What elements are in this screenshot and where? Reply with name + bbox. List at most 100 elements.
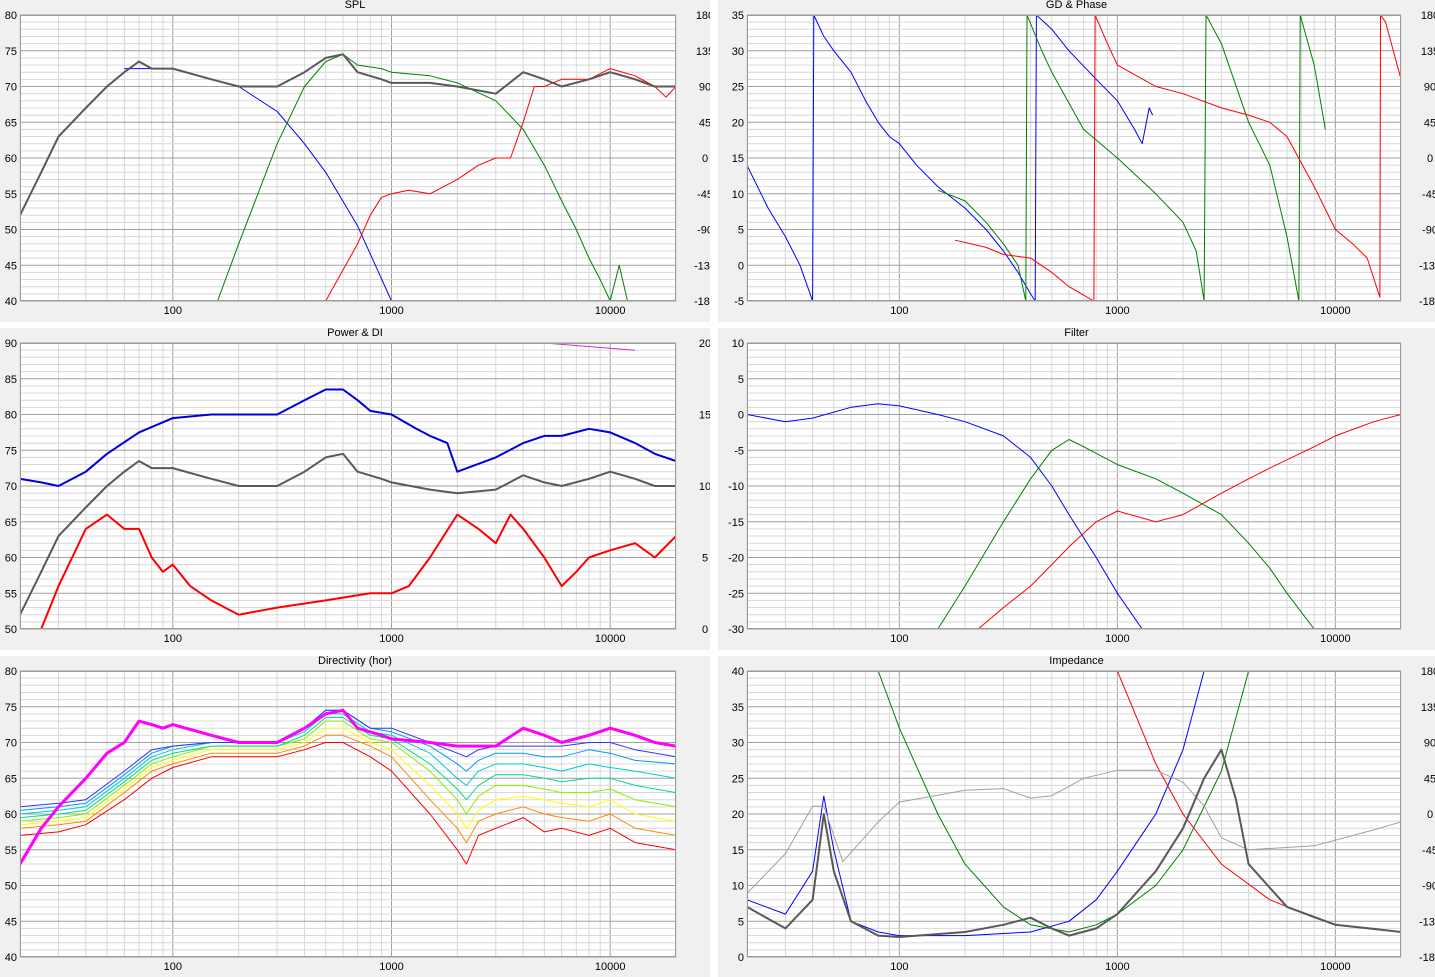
y-tick-label: 75: [5, 445, 17, 457]
y2-tick-label: 135: [1421, 46, 1435, 58]
y2-tick-label: 20: [699, 338, 710, 350]
y-tick-label: 70: [5, 82, 17, 94]
series-line-3: [747, 769, 1401, 894]
y-tick-label: 50: [5, 881, 17, 893]
y-tick-label: 5: [738, 374, 744, 386]
series-line-1: [937, 15, 1326, 301]
y-tick-label: 75: [5, 702, 17, 714]
y-tick-label: 10: [732, 189, 744, 201]
y2-tick-label: 0: [1427, 153, 1433, 165]
y-tick-label: 65: [5, 773, 17, 785]
series-line-0: [747, 403, 1143, 629]
y-tick-label: -25: [728, 588, 744, 600]
y-tick-label: 35: [732, 702, 744, 714]
x-tick-label: 1000: [379, 305, 403, 317]
y-tick-label: -5: [734, 445, 744, 457]
series-line-3: [20, 53, 676, 216]
filter-title: Filter: [1064, 327, 1089, 339]
y-tick-label: -20: [728, 553, 744, 565]
y2-tick-label: 45: [699, 117, 710, 129]
x-tick-label: 100: [890, 305, 908, 317]
y-tick-label: 45: [5, 260, 17, 272]
y2-tick-label: -135: [1419, 916, 1435, 928]
y-tick-label: 30: [732, 46, 744, 58]
y-tick-label: 70: [5, 481, 17, 493]
y-tick-label: -15: [728, 517, 744, 529]
y2-tick-label: 90: [1424, 82, 1435, 94]
gd-phase-chart: -5 0 5 10 15 20 25 30 35 -180 -135 -90 -45 0 45 90 135 18…: [732, 10, 1435, 317]
series-line-1: [20, 734, 676, 844]
y2-tick-label: 0: [702, 153, 708, 165]
series-line-4: [747, 748, 1401, 938]
x-tick-label: 10000: [1320, 633, 1351, 645]
power-di-chart: 50 55 60 65 70 75 80 85 90 0 5 10 15 20 100 1000 10000: [5, 338, 710, 645]
y-tick-label: 90: [5, 338, 17, 350]
series-group: [747, 15, 1401, 301]
series-line-2: [954, 15, 1401, 301]
y2-tick-label: -135: [694, 260, 710, 272]
y-tick-label: 60: [5, 809, 17, 821]
series-group: [20, 343, 676, 629]
y-tick-label: 0: [738, 952, 744, 964]
series-line-1: [877, 671, 1250, 933]
y-tick-label: 0: [738, 260, 744, 272]
series-line-0: [747, 671, 1205, 937]
y-tick-label: 40: [5, 296, 17, 308]
impedance-title: Impedance: [1049, 655, 1104, 667]
series-line-2: [20, 727, 676, 829]
y-tick-label: 50: [5, 225, 17, 237]
y-tick-label: 5: [738, 916, 744, 928]
series-group: [20, 53, 676, 301]
y2-tick-label: -180: [1419, 952, 1435, 964]
series-line-0: [20, 388, 676, 487]
directivity-panel: 40 45 50 55 60 65 70 75 80 100 1000 10000 Directivi…: [0, 655, 710, 977]
y-tick-label: 35: [732, 10, 744, 22]
x-tick-label: 1000: [1105, 633, 1129, 645]
x-tick-label: 10000: [595, 633, 626, 645]
y-tick-label: 45: [5, 916, 17, 928]
y-tick-label: 80: [5, 666, 17, 678]
series-line-2: [325, 68, 676, 301]
series-line-2: [40, 513, 676, 629]
impedance-panel: 0 5 10 15 20 25 30 35 40 -180 -135 -90 -45 0 45 90 135 18…: [718, 655, 1435, 977]
y2-tick-label: 180: [1421, 666, 1435, 678]
y-tick-label: 15: [732, 845, 744, 857]
y-tick-label: 85: [5, 374, 17, 386]
y2-tick-label: 90: [1424, 738, 1435, 750]
y-tick-label: 65: [5, 517, 17, 529]
gd-phase-title: GD & Phase: [1045, 0, 1108, 11]
plot-border: [20, 15, 676, 301]
series-line-8: [20, 708, 676, 865]
x-tick-label: 1000: [1105, 305, 1129, 317]
x-tick-label: 1000: [1105, 961, 1129, 973]
spl-title: SPL: [344, 0, 366, 11]
y-tick-label: 20: [732, 117, 744, 129]
series-line-1: [217, 53, 628, 301]
y2-tick-label: -45: [1422, 845, 1435, 857]
series-line-7: [20, 709, 676, 808]
y2-tick-label: -90: [1422, 225, 1435, 237]
y-tick-label: 15: [732, 153, 744, 165]
y2-tick-label: 180: [696, 10, 710, 22]
plot-border: [20, 671, 676, 957]
y-tick-label: 0: [738, 410, 744, 422]
filter-chart: -30 -25 -20 -15 -10 -5 0 5 10 100 1000 10000: [728, 338, 1402, 645]
y-tick-label: 50: [5, 624, 17, 636]
x-tick-label: 10000: [595, 305, 626, 317]
y2-tick-label: 0: [1427, 809, 1433, 821]
y2-tick-label: 45: [1424, 117, 1435, 129]
y-tick-label: 60: [5, 553, 17, 565]
y-tick-label: 25: [732, 773, 744, 785]
series-line-0: [747, 15, 1154, 301]
y2-tick-label: 0: [702, 624, 708, 636]
y-tick-label: 55: [5, 189, 17, 201]
y2-tick-label: 90: [699, 82, 710, 94]
power-di-panel: 50 55 60 65 70 75 80 85 90 0 5 10 15 20 100 1000 10000 P…: [0, 327, 710, 650]
y2-tick-label: -90: [697, 225, 710, 237]
x-tick-label: 100: [164, 961, 182, 973]
y-tick-label: 75: [5, 46, 17, 58]
series-line-1: [20, 452, 676, 616]
y2-tick-label: 45: [1424, 773, 1435, 785]
y-tick-label: 40: [5, 952, 17, 964]
y2-tick-label: 180: [1421, 10, 1435, 22]
